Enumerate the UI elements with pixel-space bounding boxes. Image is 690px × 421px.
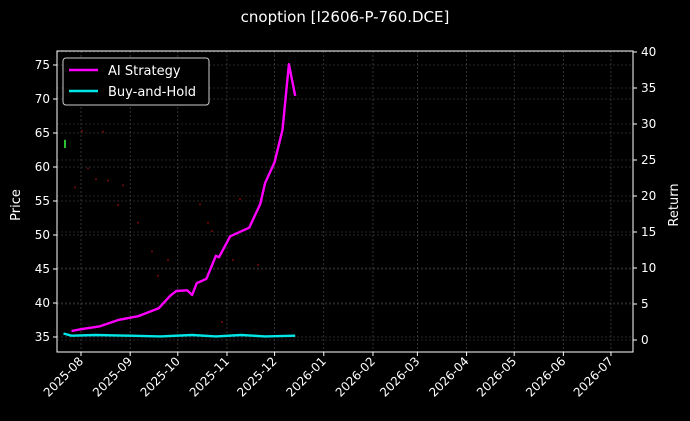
y-right-tick-label: 0 xyxy=(641,333,649,347)
y-right-tick-label: 35 xyxy=(641,81,656,95)
y-tick-label: 50 xyxy=(35,228,50,242)
y-tick-label: 65 xyxy=(35,126,50,140)
y-right-tick-label: 15 xyxy=(641,225,656,239)
x-tick-label: 2025-08 xyxy=(41,354,86,399)
y-tick-label: 70 xyxy=(35,92,50,106)
x-tick-label: 2026-01 xyxy=(284,354,329,399)
x-tick-label: 2025-12 xyxy=(234,354,279,399)
x-tick-label: 2026-02 xyxy=(333,354,378,399)
y-tick-label: 45 xyxy=(35,262,50,276)
x-tick-label: 2025-10 xyxy=(138,354,183,399)
y-tick-label: 75 xyxy=(35,58,50,72)
y-right-tick-label: 30 xyxy=(641,117,656,131)
y-axis-label: Price xyxy=(9,189,24,221)
series-line xyxy=(71,62,297,333)
series-line xyxy=(63,332,296,338)
y-right-tick-label: 25 xyxy=(641,153,656,167)
legend-label-bh: Buy-and-Hold xyxy=(108,85,196,100)
y-right-tick-label: 10 xyxy=(641,261,656,275)
x-tick-label: 2025-11 xyxy=(187,354,232,399)
x-tick-label: 2025-09 xyxy=(90,354,135,399)
signal-markers xyxy=(64,129,259,324)
y-tick-label: 60 xyxy=(35,160,50,174)
y-tick-label: 55 xyxy=(35,194,50,208)
y-right-tick-label: 5 xyxy=(641,297,649,311)
series-lines xyxy=(63,62,297,338)
y-tick-label: 40 xyxy=(35,296,50,310)
x-tick-label: 2026-05 xyxy=(474,354,519,399)
y-tick-label: 35 xyxy=(35,330,50,344)
x-tick-label: 2026-06 xyxy=(523,354,568,399)
y-right-tick-label: 20 xyxy=(641,189,656,203)
x-tick-label: 2026-04 xyxy=(426,354,471,399)
grid xyxy=(57,51,633,352)
x-tick-label: 2026-07 xyxy=(571,354,616,399)
chart-title: cnoption [I2606-P-760.DCE] xyxy=(240,8,450,26)
x-tick-label: 2026-03 xyxy=(377,354,422,399)
legend-label-ai: AI Strategy xyxy=(108,64,181,79)
legend: AI Strategy Buy-and-Hold xyxy=(62,57,210,106)
y-right-tick-label: 40 xyxy=(641,45,656,59)
y-axis-right-label: Return xyxy=(667,183,682,226)
